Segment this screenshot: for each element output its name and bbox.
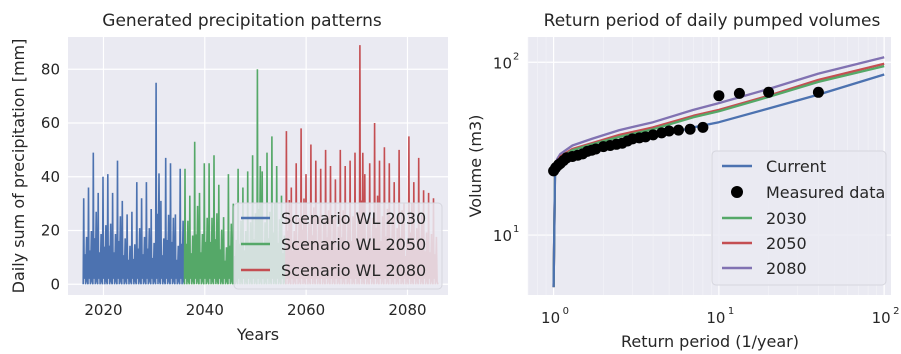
right-legend-label-2030: 2030 [766, 209, 807, 228]
left-x-tick-label: 2040 [186, 301, 224, 319]
right-legend: Current Measured data 2030 2050 2080 [711, 150, 887, 286]
left-y-tick-label: 60 [41, 114, 60, 132]
measured-data-point [647, 129, 659, 141]
right-x-tick-labels: 10 0 10 1 10 2 [541, 306, 899, 327]
right-x-tick-exponent: 2 [893, 306, 899, 317]
measured-data-point [697, 121, 709, 133]
right-y-tick-label: 10 [493, 227, 512, 245]
precipitation-chart: Generated precipitation patterns 2020 204… [9, 11, 448, 344]
left-x-tick-label: 2080 [388, 301, 426, 319]
right-legend-box [711, 150, 887, 286]
right-x-tick-exponent: 0 [563, 306, 569, 317]
measured-data-point [663, 125, 675, 137]
right-y-tick-label: 10 [493, 54, 512, 72]
measured-data-point [673, 124, 684, 136]
right-legend-label-current: Current [766, 157, 826, 176]
right-y-axis-label: Volume (m3) [466, 115, 485, 218]
left-legend-box [233, 202, 443, 290]
right-x-tick-label: 10 [541, 309, 560, 327]
left-y-axis-label: Daily sum of precipitation [mm] [9, 39, 28, 294]
left-legend-label-2050: Scenario WL 2050 [281, 235, 426, 254]
measured-data-point [763, 86, 775, 98]
right-chart-title: Return period of daily pumped volumes [544, 11, 881, 31]
right-legend-label-measured: Measured data [766, 183, 885, 202]
measured-data-point [713, 90, 725, 102]
right-x-axis-label: Return period (1/year) [621, 332, 799, 351]
right-legend-swatch-measured [731, 186, 743, 198]
left-chart-title: Generated precipitation patterns [102, 11, 382, 31]
measured-data-point [684, 123, 696, 135]
left-legend: Scenario WL 2030 Scenario WL 2050 Scenar… [233, 202, 443, 290]
right-x-tick-exponent: 1 [728, 306, 734, 317]
right-x-tick-label: 10 [872, 309, 891, 327]
series-line-scenario-wl-2030 [82, 82, 186, 285]
right-x-tick-label: 10 [706, 309, 725, 327]
measured-data-points [548, 86, 824, 177]
measured-data-point [812, 86, 824, 98]
right-y-tick-exponent: 2 [513, 51, 519, 62]
return-period-chart: Return period of daily pumped volumes 10… [466, 11, 900, 351]
right-legend-label-2050: 2050 [766, 234, 807, 253]
left-legend-label-2080: Scenario WL 2080 [281, 261, 426, 280]
left-legend-label-2030: Scenario WL 2030 [281, 209, 426, 228]
left-x-tick-labels: 2020 2040 2060 2080 [84, 301, 426, 319]
left-y-tick-label: 20 [41, 222, 60, 240]
left-y-tick-label: 40 [41, 168, 60, 186]
left-x-tick-label: 2020 [84, 301, 122, 319]
left-y-tick-label: 80 [41, 60, 60, 78]
left-y-tick-labels: 0 20 40 60 80 [41, 60, 60, 293]
right-y-tick-exponent: 1 [513, 224, 519, 235]
left-y-tick-label: 0 [50, 275, 60, 293]
left-x-tick-label: 2060 [287, 301, 325, 319]
measured-data-point [733, 87, 745, 99]
right-legend-label-2080: 2080 [766, 259, 807, 278]
left-x-axis-label: Years [236, 325, 279, 344]
